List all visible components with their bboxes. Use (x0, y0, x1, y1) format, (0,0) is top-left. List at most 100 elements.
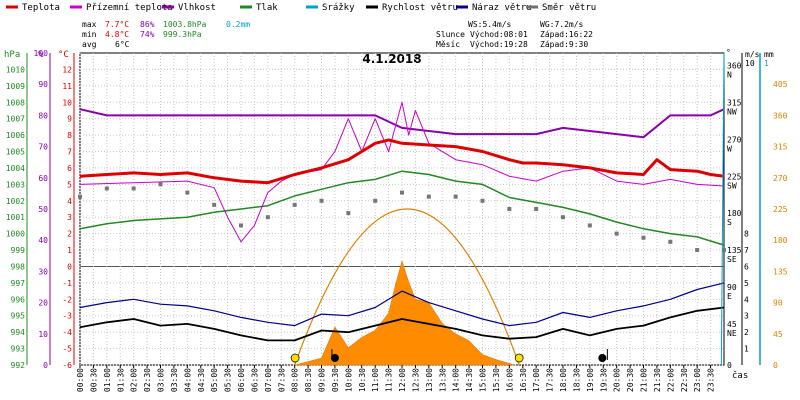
tick-label-time: 21:30 (653, 368, 662, 392)
wind-dir-point (641, 235, 646, 240)
wind-dir-point (587, 223, 592, 228)
series-line-teplota (79, 138, 725, 185)
chart-axes: 9929939949959969979989991000100110021003… (6, 49, 788, 392)
moonrise-marker (598, 354, 607, 362)
wind-direction-points (78, 182, 726, 253)
tick-label-pressure: 1010 (6, 65, 25, 74)
tick-label-temperature: -5 (62, 345, 72, 354)
tick-label-pressure: 996 (11, 295, 26, 304)
tick-label-wind-speed: 1 (744, 345, 749, 354)
tick-label-time: 22:00 (666, 368, 675, 392)
hpa-unit: hPa (4, 50, 20, 60)
pct-unit: % (38, 50, 44, 60)
stat-min-label: min (82, 30, 97, 39)
tick-label-wind-dir-compass: S (727, 218, 732, 227)
moon-label: Měsíc (436, 40, 460, 49)
tick-label-temperature: 9 (67, 115, 72, 124)
tick-label-humidity: 90 (38, 80, 48, 89)
tick-label-temperature: -3 (62, 312, 72, 321)
series-line-vlhkost (79, 108, 725, 139)
tick-label-solar: 0 (773, 361, 778, 370)
tick-label-time: 03:00 (157, 368, 166, 392)
stat-max-temp: 7.7°C (105, 20, 129, 29)
tick-label-wind-dir-compass: W (727, 144, 732, 153)
tick-label-pressure: 1005 (6, 148, 25, 157)
wind-dir-point (131, 186, 136, 191)
tick-label-time: 23:00 (693, 368, 702, 392)
tick-label-solar: 225 (773, 205, 788, 214)
tick-label-pressure: 1007 (6, 115, 25, 124)
tick-label-time: 07:00 (264, 368, 273, 392)
tick-label-time: 02:30 (143, 368, 152, 392)
sun-moon-markers (290, 349, 608, 363)
tick-label-time: 22:30 (680, 368, 689, 392)
sunset-marker (514, 353, 524, 363)
tick-label-wind-speed: 8 (744, 230, 749, 239)
tick-label-time: 15:30 (492, 368, 501, 392)
series-line-sr-ky (720, 52, 725, 366)
tick-label-wind-speed: 4 (744, 295, 749, 304)
tick-label-time: 05:30 (224, 368, 233, 392)
legend-label: Rychlost větru (382, 3, 458, 13)
tick-label-time: 16:00 (505, 368, 514, 392)
tick-label-humidity: 80 (38, 111, 48, 120)
series-line-tlak (79, 170, 725, 246)
tick-label-temperature: -4 (62, 328, 72, 337)
tick-label-time: 02:00 (130, 368, 139, 392)
wind-dir-point (614, 231, 619, 236)
tick-label-temperature: -6 (62, 361, 72, 370)
wind-dir-point (212, 202, 217, 207)
wind-dir-point (373, 198, 378, 203)
tick-label-time: 23:30 (707, 368, 716, 392)
tick-label-time: 03:30 (170, 368, 179, 392)
wind-dir-point (480, 198, 485, 203)
tick-label-wind-speed: 3 (744, 312, 749, 321)
tick-label-solar: 180 (773, 236, 788, 245)
tick-label-solar: 45 (773, 330, 783, 339)
chart-title: 4.1.2018 (362, 52, 421, 66)
tick-label-wind-dir-compass: E (727, 292, 732, 301)
tick-label-wind-dir: 45 (727, 320, 737, 329)
stat-max-rain: 0.2mm (226, 20, 250, 29)
tick-label-time: 17:00 (532, 368, 541, 392)
legend-label: Přízemní teplota (86, 3, 173, 13)
tick-label-time: 11:30 (385, 368, 394, 392)
tick-label-time: 00:00 (76, 368, 85, 392)
tick-label-humidity: 20 (38, 299, 48, 308)
tick-label-time: 19:30 (599, 368, 608, 392)
tick-label-temperature: 4 (67, 197, 72, 206)
tick-label-solar: 270 (773, 174, 788, 183)
stat-min-hum: 74% (140, 30, 155, 39)
tick-label-humidity: 0 (43, 361, 48, 370)
tick-label-temperature: 6 (67, 164, 72, 173)
tick-label-humidity: 10 (38, 330, 48, 339)
tick-label-temperature: 3 (67, 213, 72, 222)
tick-label-pressure: 1001 (6, 213, 25, 222)
tick-label-temperature: -1 (62, 279, 72, 288)
tick-label-pressure: 1006 (6, 131, 25, 140)
tick-label-temperature: 7 (67, 148, 72, 157)
tick-label-time: 08:30 (304, 368, 313, 392)
stats-panel: max 7.7°C 86% 1003.8hPa 0.2mm min 4.8°C … (82, 20, 250, 49)
wind-speed-info: WS:5.4m/s (468, 20, 512, 29)
tick-label-wind-dir: 0 (727, 361, 732, 370)
wind-dir-point (400, 190, 404, 195)
tick-label-temperature: 12 (62, 65, 72, 74)
tick-label-temperature: 8 (67, 131, 72, 140)
tick-label-time: 06:30 (250, 368, 259, 392)
sun-label: Slunce (436, 30, 465, 39)
tick-label-pressure: 999 (11, 246, 26, 255)
tick-label-wind-dir: 270 (727, 135, 742, 144)
tick-label-pressure: 997 (11, 279, 26, 288)
tick-label-wind-speed: 2 (744, 328, 749, 337)
degc-unit: °C (58, 50, 69, 60)
tick-label-time: 15:00 (479, 368, 488, 392)
moon-set: Západ:9:30 (540, 40, 588, 49)
legend-label: Srážky (322, 3, 355, 13)
mm-unit: mm (764, 50, 774, 59)
tick-label-time: 21:00 (640, 368, 649, 392)
tick-label-time: 01:30 (116, 368, 125, 392)
stat-avg-temp: 6°C (115, 40, 130, 49)
tick-label-wind-speed: 6 (744, 262, 749, 271)
tick-label-solar: 90 (773, 299, 783, 308)
